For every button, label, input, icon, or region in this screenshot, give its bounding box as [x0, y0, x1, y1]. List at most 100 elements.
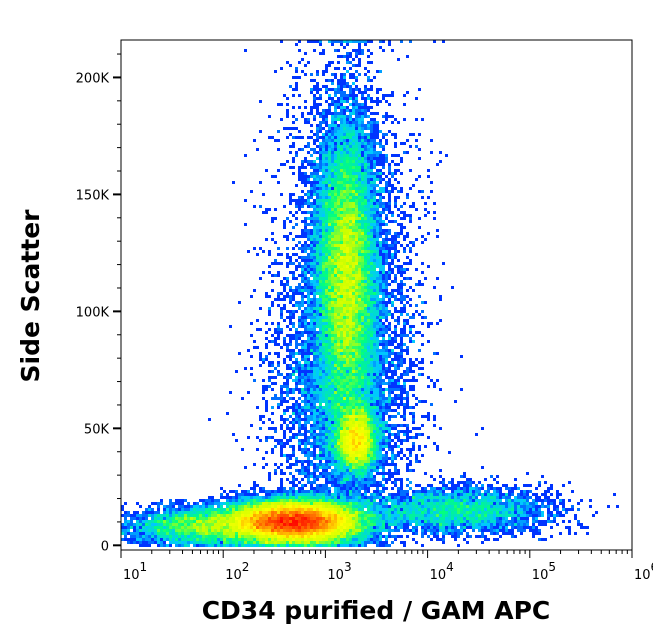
density-cell [349, 280, 352, 283]
density-cell [310, 154, 313, 157]
density-cell [349, 325, 352, 328]
density-cell [394, 274, 397, 277]
density-cell [370, 100, 373, 103]
density-cell [316, 439, 319, 442]
density-cell [307, 151, 310, 154]
density-cell [409, 469, 412, 472]
density-cell [355, 454, 358, 457]
density-cell [355, 355, 358, 358]
density-cell [358, 472, 361, 475]
density-cell [295, 286, 298, 289]
density-cell [373, 421, 376, 424]
density-cell [388, 385, 391, 388]
density-cell [262, 271, 265, 274]
density-cell [415, 457, 418, 460]
density-cell [364, 436, 367, 439]
density-cell [286, 238, 289, 241]
density-cell [376, 391, 379, 394]
density-cell [394, 409, 397, 412]
density-cell [352, 82, 355, 85]
density-cell [343, 73, 346, 76]
density-cell [265, 292, 268, 295]
density-cell [292, 271, 295, 274]
density-cell [382, 457, 385, 460]
density-cell [355, 220, 358, 223]
density-cell [310, 316, 313, 319]
density-cell [352, 436, 355, 439]
density-cell [370, 223, 373, 226]
density-cell [304, 193, 307, 196]
density-cell [328, 79, 331, 82]
density-cell [364, 97, 367, 100]
density-cell [361, 217, 364, 220]
density-cell [289, 316, 292, 319]
density-cell [334, 364, 337, 367]
density-cell [400, 457, 403, 460]
density-cell [271, 274, 274, 277]
density-cell [358, 145, 361, 148]
density-cell [349, 52, 352, 55]
density-cell [382, 247, 385, 250]
density-cell [322, 391, 325, 394]
density-cell [346, 58, 349, 61]
density-cell [325, 145, 328, 148]
density-cell [343, 199, 346, 202]
density-cell [406, 394, 409, 397]
density-cell [283, 487, 286, 490]
density-cell [310, 481, 313, 484]
density-cell [361, 352, 364, 355]
density-cell [280, 463, 283, 466]
density-cell [316, 286, 319, 289]
density-cell [325, 247, 328, 250]
density-cell [331, 442, 334, 445]
density-cell [352, 190, 355, 193]
density-cell [424, 415, 427, 418]
density-cell [313, 322, 316, 325]
density-cell [349, 274, 352, 277]
density-cell [358, 376, 361, 379]
density-cell [400, 331, 403, 334]
density-cell [352, 358, 355, 361]
density-cell [229, 325, 232, 328]
density-cell [376, 202, 379, 205]
density-cell [304, 340, 307, 343]
density-cell [292, 412, 295, 415]
density-cell [331, 265, 334, 268]
density-cell [361, 394, 364, 397]
density-cell [322, 334, 325, 337]
density-cell [391, 382, 394, 385]
density-cell [361, 247, 364, 250]
density-cell [379, 292, 382, 295]
density-cell [286, 346, 289, 349]
density-cell [337, 310, 340, 313]
density-cell [250, 373, 253, 376]
density-cell [376, 349, 379, 352]
density-cell [355, 328, 358, 331]
density-cell [337, 439, 340, 442]
density-cell [337, 85, 340, 88]
density-cell [373, 280, 376, 283]
density-cell [379, 217, 382, 220]
density-cell [337, 406, 340, 409]
density-cell [340, 235, 343, 238]
density-cell [352, 265, 355, 268]
density-cell [388, 415, 391, 418]
density-cell [337, 361, 340, 364]
density-cell [316, 205, 319, 208]
density-cell [316, 340, 319, 343]
density-cell [373, 250, 376, 253]
density-cell [316, 319, 319, 322]
density-cell [322, 136, 325, 139]
density-cell [337, 223, 340, 226]
density-cell [328, 448, 331, 451]
density-cell [367, 487, 370, 490]
density-cell [337, 301, 340, 304]
density-cell [337, 376, 340, 379]
density-cell [370, 148, 373, 151]
density-cell [316, 385, 319, 388]
density-cell [403, 268, 406, 271]
density-cell [274, 262, 277, 265]
density-cell [343, 136, 346, 139]
density-cell [319, 472, 322, 475]
density-cell [358, 208, 361, 211]
